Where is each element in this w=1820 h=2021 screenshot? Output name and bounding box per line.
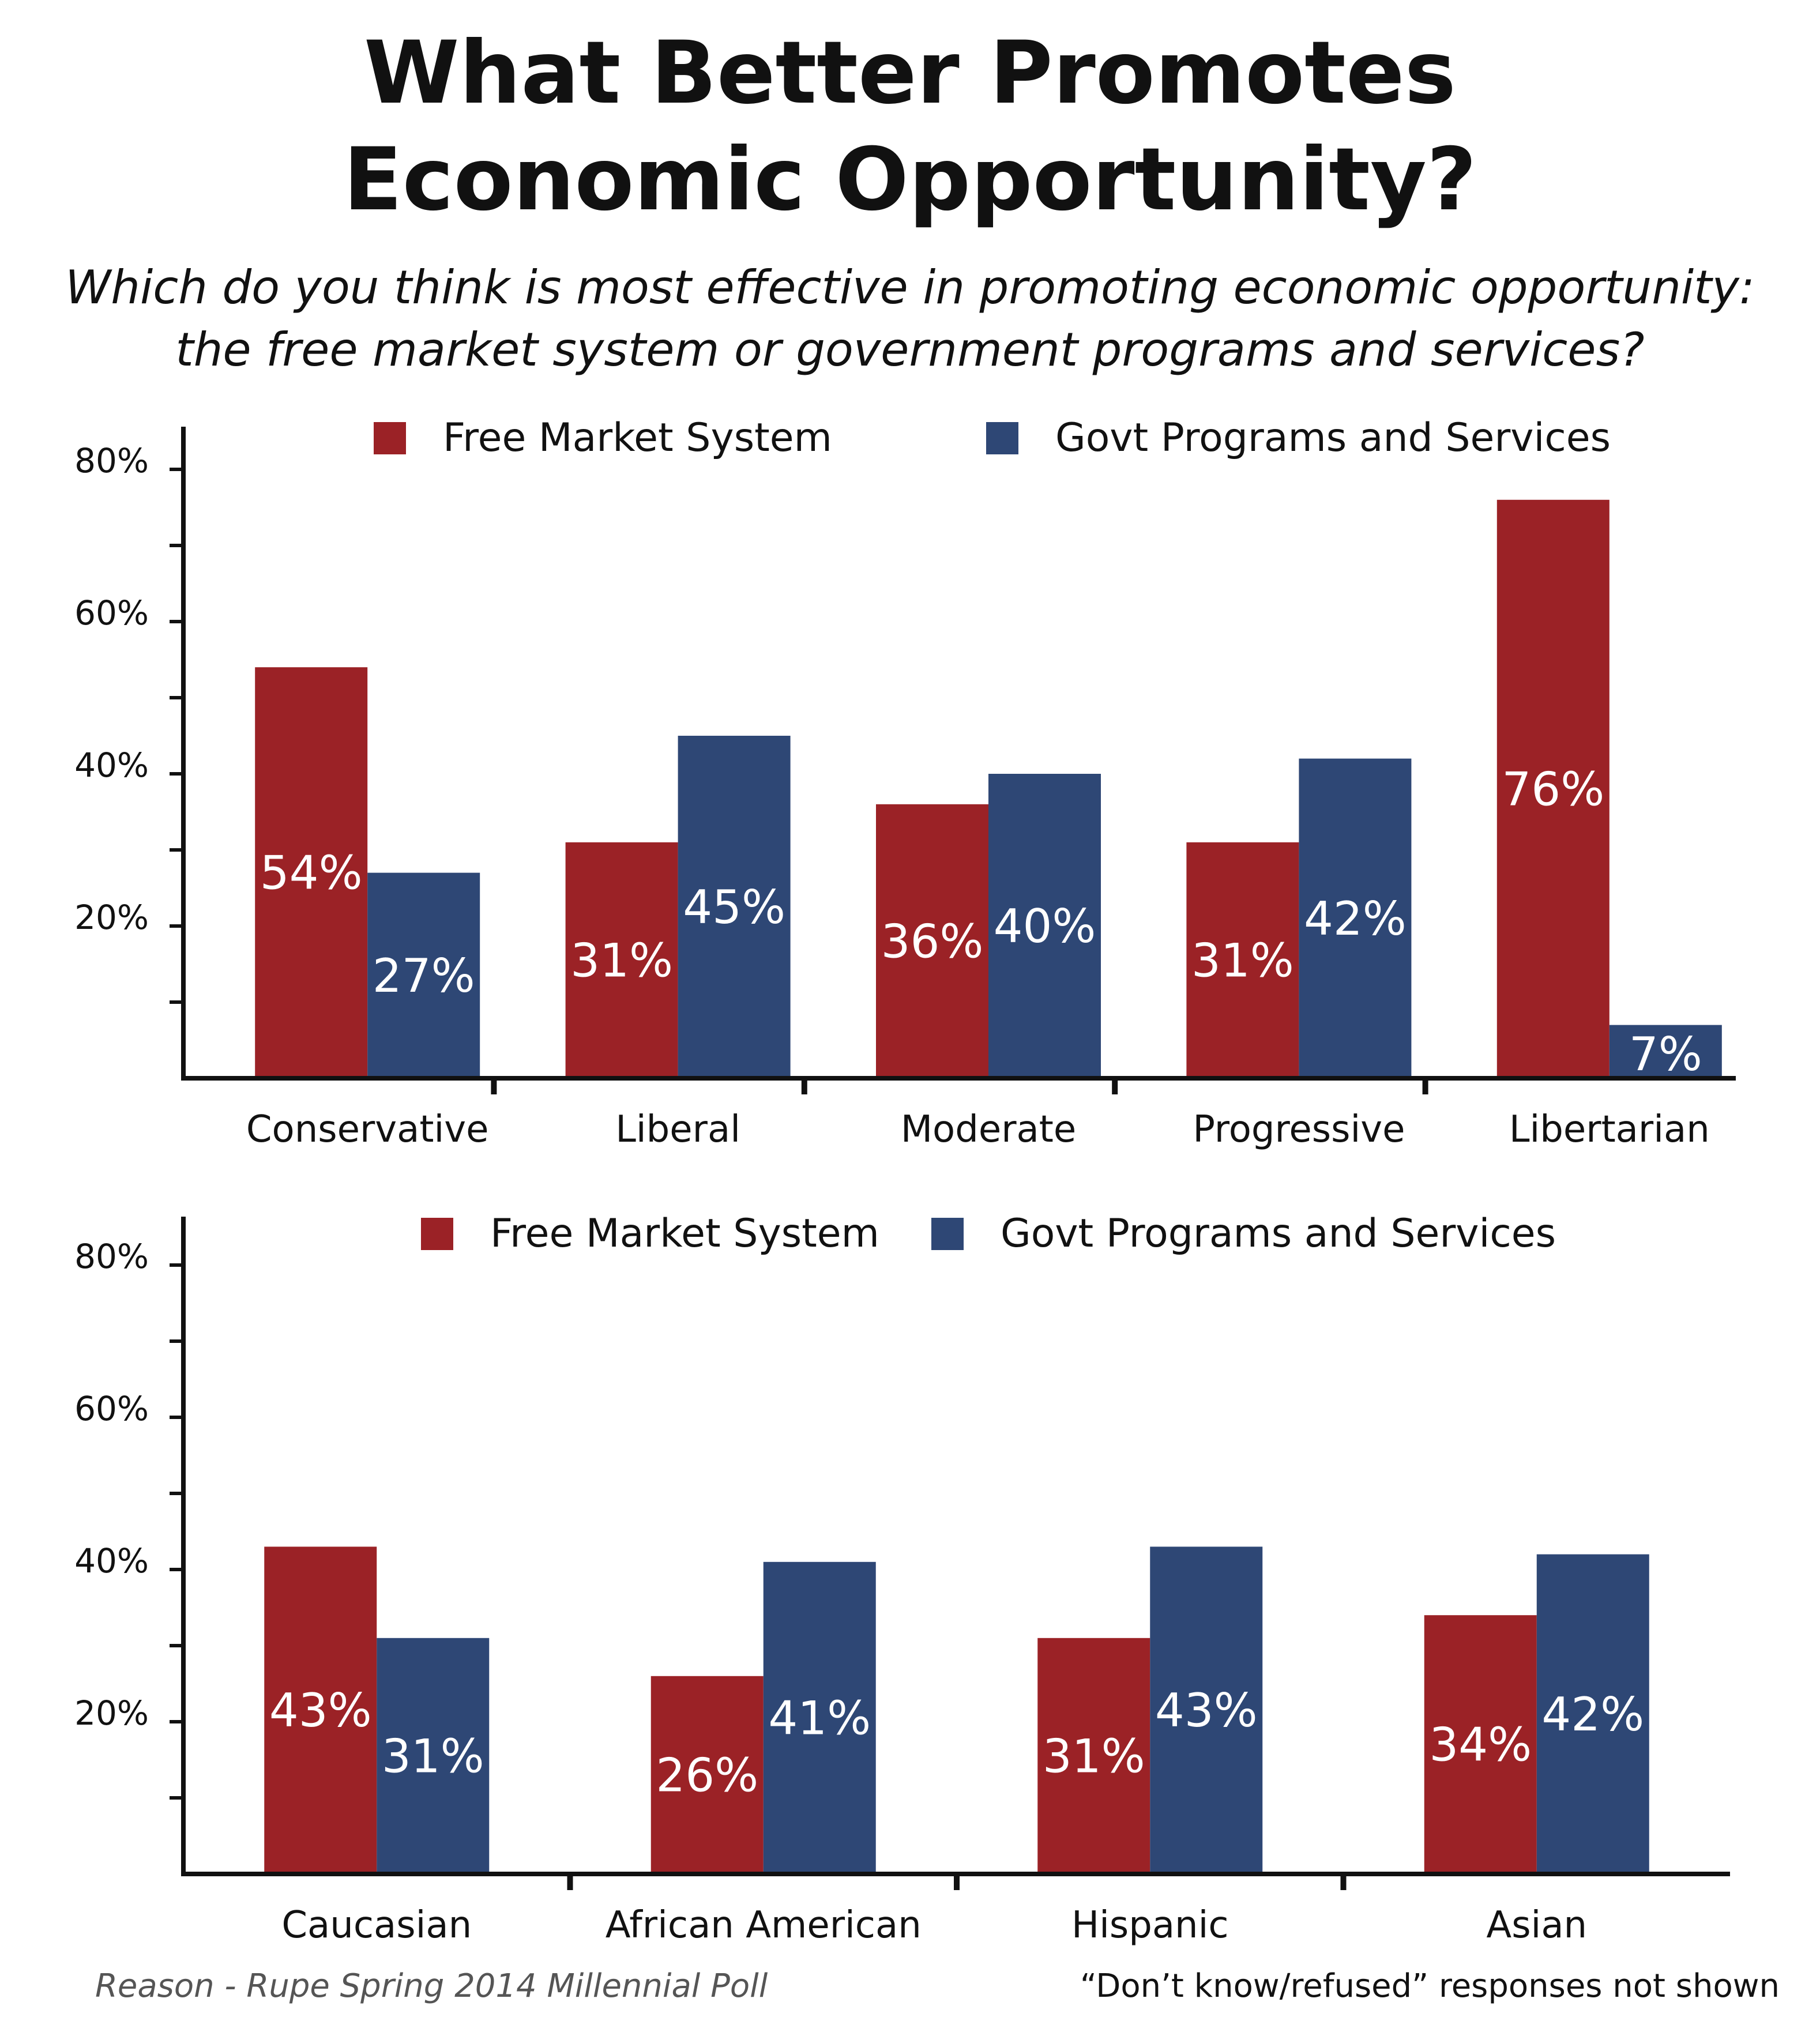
bar-value-label: 41% <box>768 1691 871 1745</box>
y-tick-label: 60% <box>74 1389 149 1428</box>
legend-swatch-1 <box>421 1218 453 1250</box>
bar-govt-0 <box>377 1638 490 1872</box>
bar-value-label: 45% <box>683 880 785 934</box>
y-tick-label: 20% <box>74 898 149 937</box>
dont-know-note: “Don’t know/refused” responses not shown <box>1080 1967 1780 2005</box>
bar-free-market-3 <box>1186 842 1299 1076</box>
title-line-1: What Better Promotes <box>364 23 1456 123</box>
y-tick-label: 80% <box>74 441 149 480</box>
chart-subtitle: Which do you think is most effective in … <box>0 257 1820 381</box>
bar-free-market-2 <box>876 804 988 1076</box>
bar-value-label: 43% <box>1155 1684 1258 1737</box>
bar-govt-3 <box>1536 1554 1649 1872</box>
bar-value-label: 7% <box>1629 1028 1702 1081</box>
category-label: Asian <box>1486 1904 1587 1947</box>
legend-label-2: Govt Programs and Services <box>1055 415 1611 461</box>
y-tick-label: 80% <box>74 1237 149 1276</box>
bar-govt-1 <box>678 736 791 1076</box>
category-label: Caucasian <box>281 1904 472 1947</box>
chart-title: What Better Promotes Economic Opportunit… <box>0 20 1820 234</box>
category-label: Progressive <box>1193 1108 1405 1151</box>
bar-value-label: 40% <box>994 900 1096 953</box>
category-label: Hispanic <box>1071 1904 1229 1947</box>
bar-value-label: 31% <box>1191 934 1294 987</box>
legend-swatch-2 <box>986 422 1018 454</box>
bar-value-label: 76% <box>1502 762 1604 816</box>
y-tick-label: 60% <box>74 593 149 633</box>
chart-ethnicity: Free Market System Govt Programs and Serv… <box>74 1211 1730 1947</box>
bar-value-label: 43% <box>269 1684 372 1737</box>
source-note: Reason - Rupe Spring 2014 Millennial Pol… <box>95 1967 768 2005</box>
bar-free-market-3 <box>1424 1615 1537 1872</box>
bar-free-market-0 <box>255 667 368 1076</box>
chart-ideology: Free Market System Govt Programs and Serv… <box>74 415 1736 1151</box>
legend-swatch-1 <box>374 422 406 454</box>
bar-value-label: 31% <box>570 934 673 987</box>
bar-govt-4 <box>1609 1025 1722 1076</box>
bar-govt-2 <box>988 774 1101 1076</box>
y-tick-label: 20% <box>74 1693 149 1733</box>
legend-label-2: Govt Programs and Services <box>1001 1211 1556 1256</box>
bar-value-label: 26% <box>656 1748 758 1802</box>
bar-value-label: 42% <box>1304 892 1407 946</box>
bar-value-label: 31% <box>382 1729 484 1783</box>
title-line-2: Economic Opportunity? <box>343 130 1477 230</box>
category-label: Conservative <box>246 1108 489 1151</box>
bar-govt-3 <box>1299 758 1412 1076</box>
bar-value-label: 42% <box>1541 1688 1644 1741</box>
bar-govt-1 <box>763 1561 876 1872</box>
bar-value-label: 34% <box>1429 1718 1532 1772</box>
bar-free-market-1 <box>565 842 678 1076</box>
bar-free-market-0 <box>264 1546 377 1872</box>
bar-govt-0 <box>367 872 480 1076</box>
subtitle-line-2: the free market system or government pro… <box>175 323 1645 377</box>
category-label: Liberal <box>615 1108 740 1151</box>
bar-govt-2 <box>1150 1546 1263 1872</box>
legend-swatch-2 <box>931 1218 964 1250</box>
y-tick-label: 40% <box>74 746 149 785</box>
legend-label-1: Free Market System <box>490 1211 879 1256</box>
subtitle-line-1: Which do you think is most effective in … <box>65 261 1755 314</box>
bar-value-label: 27% <box>373 949 475 1003</box>
bar-value-label: 31% <box>1043 1729 1145 1783</box>
category-label: Moderate <box>901 1108 1076 1151</box>
legend-label-1: Free Market System <box>443 415 832 461</box>
bar-value-label: 54% <box>260 846 363 900</box>
category-label: African American <box>606 1904 922 1947</box>
bar-free-market-4 <box>1496 499 1610 1076</box>
category-label: Libertarian <box>1509 1108 1710 1151</box>
y-tick-label: 40% <box>74 1541 149 1580</box>
bar-value-label: 36% <box>881 914 984 968</box>
bar-free-market-2 <box>1037 1638 1150 1872</box>
bar-free-market-1 <box>650 1676 764 1872</box>
